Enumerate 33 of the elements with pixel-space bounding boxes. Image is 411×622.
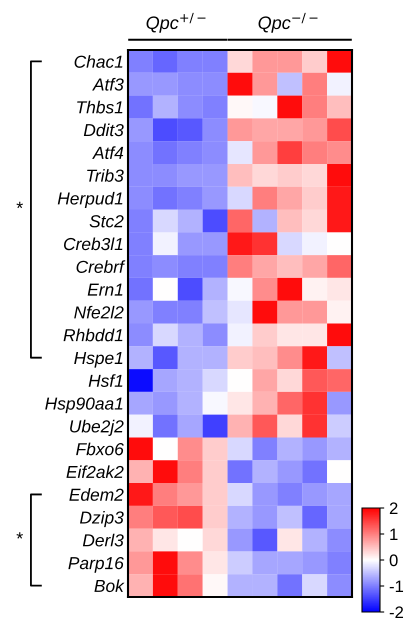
text: Qpc$^{−/−}$ [258, 12, 318, 33]
y-tick-label: Ddit3 [84, 123, 124, 136]
y-tick-label: Dzip3 [80, 510, 124, 528]
y-tick-label: Chac1 [74, 55, 122, 68]
text: * [16, 202, 23, 208]
y-tick-label: Stc2 [90, 215, 124, 228]
y-tick-label: Hspe1 [74, 352, 122, 368]
y-tick-label: Nfe2l2 [74, 306, 124, 319]
y-tick-label: Thbs1 [77, 100, 122, 114]
y-tick-label: Crebrf [76, 260, 126, 273]
y-tick-label: Atf3 [92, 78, 124, 91]
color-bar-label: 0 [390, 554, 398, 566]
y-tick-label: Herpud1 [58, 192, 122, 208]
y-tick-label: Ern1 [88, 284, 122, 296]
text: * [16, 532, 23, 539]
y-tick-label: Derl3 [82, 534, 124, 546]
color-bar-label: -2 [390, 606, 404, 618]
y-tick-label: Trib3 [87, 169, 124, 182]
y-tick-label: Hsp90aa1 [45, 397, 122, 414]
y-tick-label: Rhbdd1 [64, 328, 122, 342]
y-tick-label: Atf4 [92, 146, 124, 160]
y-tick-label: Ube2j2 [70, 420, 124, 436]
color-bar-label: 1 [390, 528, 398, 540]
y-tick-label: Parp16 [68, 556, 124, 573]
y-tick-label: Eif2ak2 [66, 465, 124, 478]
text: Qpc$^{+/−}$ [146, 12, 206, 33]
y-tick-label: Bok [94, 579, 125, 592]
color-bar-label: 2 [390, 502, 398, 514]
y-tick-label: Creb3l1 [64, 237, 122, 250]
y-tick-label: Fbxo6 [76, 442, 124, 456]
color-bar-label: -1 [390, 580, 404, 592]
y-tick-label: Edem2 [69, 488, 124, 501]
y-tick-label: Hsf1 [88, 374, 122, 387]
